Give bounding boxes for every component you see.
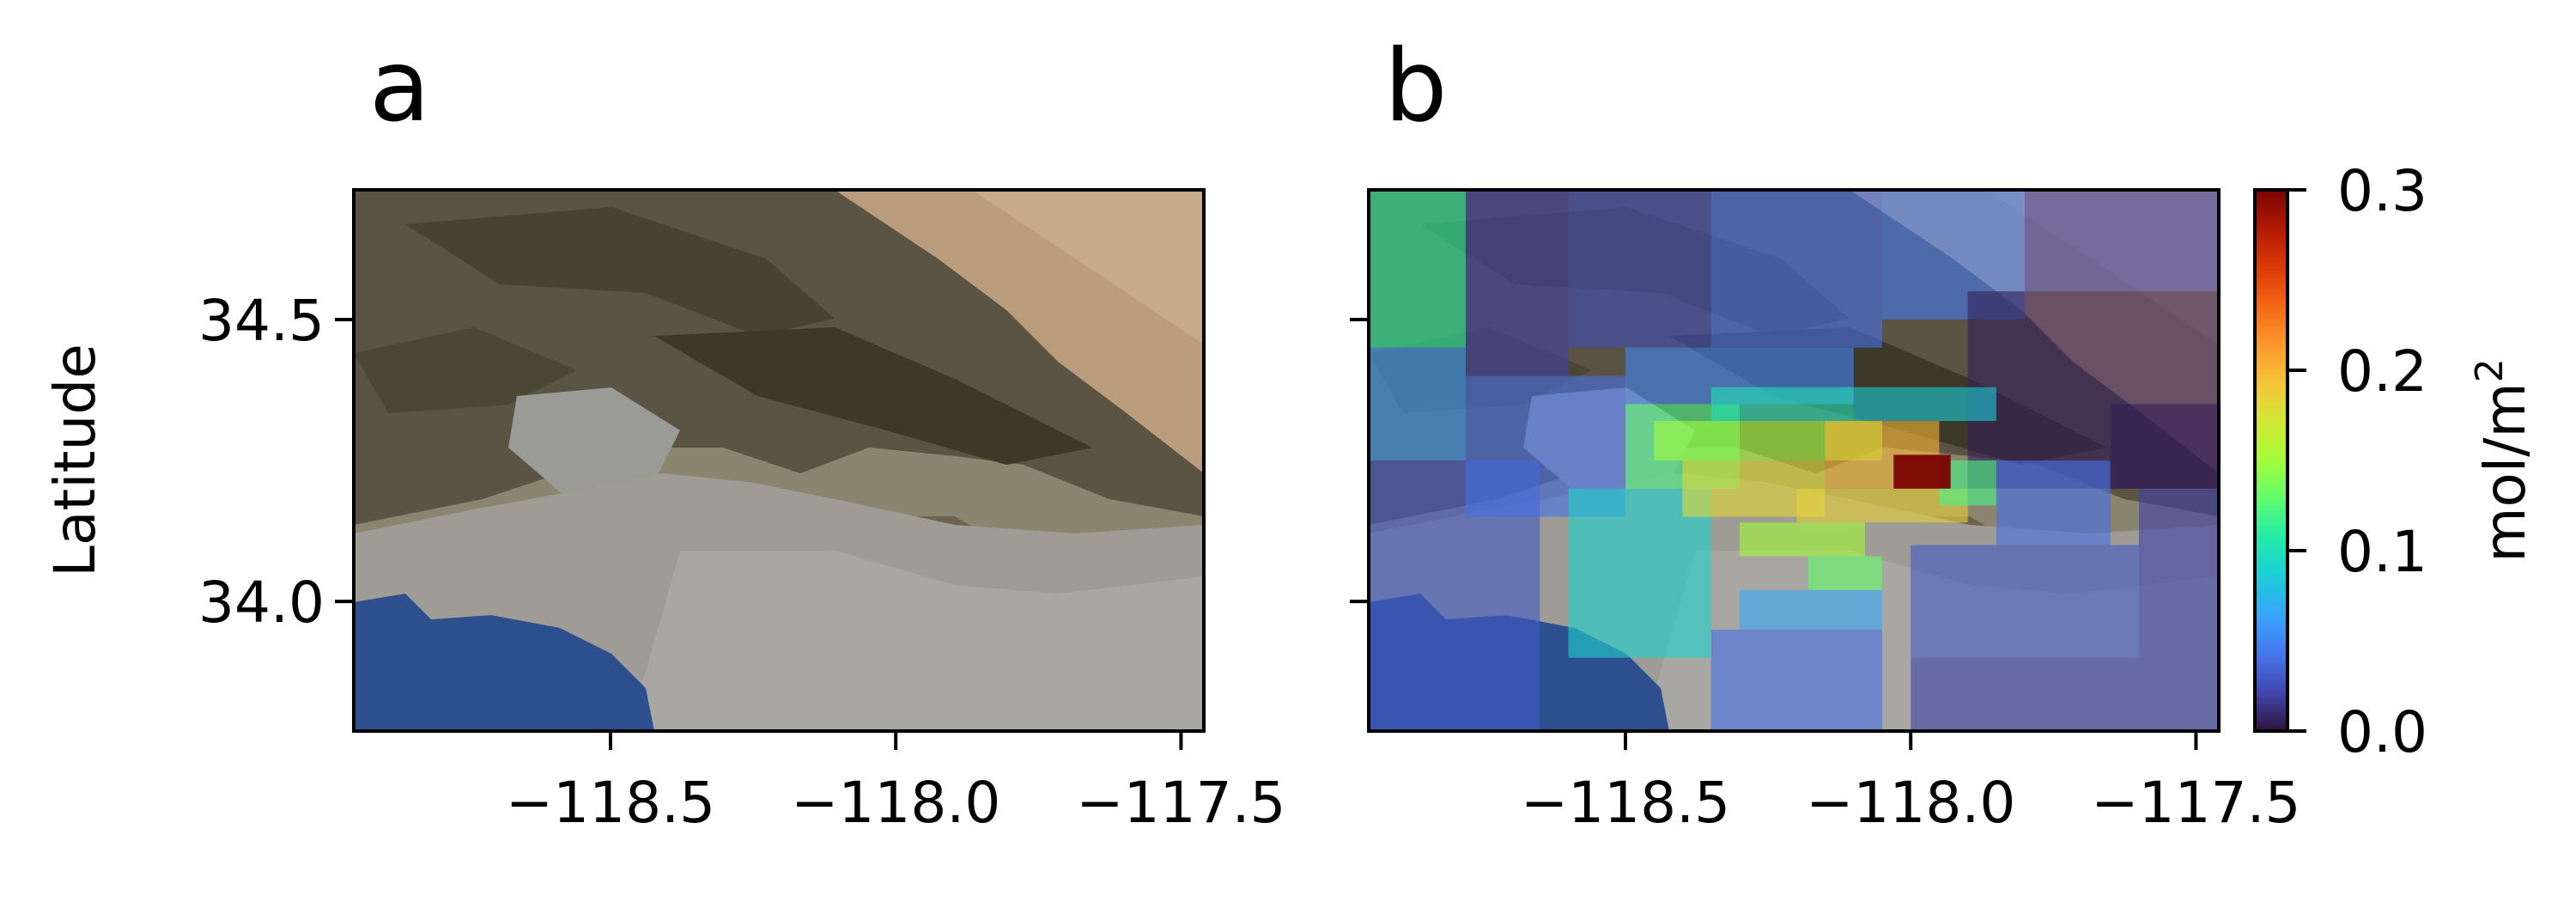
heatmap-cell [1807, 556, 1882, 590]
heatmap-cell [1465, 190, 1569, 376]
heatmap-cell [1739, 522, 1866, 557]
heatmap-cell [1369, 190, 1466, 348]
colorbar-tick-label: 0.1 [2337, 519, 2427, 585]
heatmap-cell [1853, 387, 1996, 422]
colorbar-tick-label: 0.2 [2337, 338, 2427, 405]
heatmap-cell [1739, 589, 1882, 630]
heatmap-cell [1710, 629, 1882, 731]
heatmap-cell [1893, 454, 1951, 489]
colorbar: 0.0 0.1 0.2 0.3 mol/m2 [2253, 158, 2538, 765]
heatmap-cell [1911, 657, 2219, 731]
colorbar-tick-label: 0.3 [2337, 158, 2427, 224]
x-tick-label-b: −118.0 [1806, 770, 2015, 836]
heatmap-overlay [1369, 190, 2219, 731]
satellite-image-a [354, 190, 1204, 731]
x-tick-label-a: −118.0 [791, 770, 1000, 836]
axis-ticks-a: −118.5 −118.0 −117.5 34.0 34.5 [198, 288, 1286, 836]
panel-label-b: b [1384, 28, 1448, 144]
heatmap-cell [1710, 387, 1854, 422]
panel-a: −118.5 −118.0 −117.5 34.0 34.5 [198, 188, 1286, 836]
x-tick-label-b: −117.5 [2091, 770, 2300, 836]
colorbar-gradient [2253, 188, 2289, 733]
heatmap-cell [2110, 404, 2219, 489]
panel-b: −118.5 −118.0 −117.5 [1350, 188, 2301, 836]
heatmap-cell [1568, 190, 1711, 348]
heatmap-cell [2138, 488, 2219, 658]
x-tick-label-a: −118.5 [506, 770, 715, 836]
heatmap-cell [1369, 347, 1466, 460]
axes-frame-b [1367, 188, 2221, 733]
colorbar-ticks: 0.0 0.1 0.2 0.3 [2287, 158, 2427, 765]
axis-ticks-b: −118.5 −118.0 −117.5 [1350, 317, 2301, 836]
heatmap-cell [1911, 545, 2139, 658]
colorbar-tick-label: 0.0 [2337, 699, 2427, 765]
heatmap-cell [1710, 190, 1882, 348]
y-axis-label: Latitude [42, 344, 108, 577]
y-tick-label: 34.0 [198, 570, 325, 636]
heatmap-cell [2025, 190, 2219, 292]
y-tick-label: 34.5 [198, 288, 325, 354]
heatmap-cell [1996, 460, 2111, 545]
panel-label-a: a [369, 28, 430, 144]
axes-frame-a [352, 188, 1206, 733]
x-tick-label-a: −117.5 [1076, 770, 1285, 836]
colorbar-label: mol/m2 [2468, 358, 2538, 563]
colorbar-label-superscript: 2 [2468, 358, 2512, 382]
x-tick-label-b: −118.5 [1521, 770, 1730, 836]
